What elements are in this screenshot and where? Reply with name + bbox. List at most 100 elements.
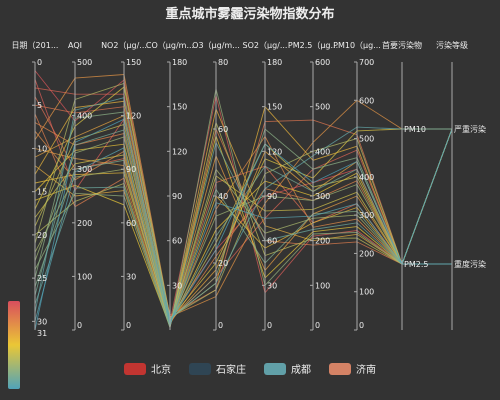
data-line-4 bbox=[34, 96, 452, 327]
data-line-3 bbox=[34, 87, 453, 322]
axis-label: AQI bbox=[68, 41, 82, 50]
axis-tick-label: 300 bbox=[359, 211, 374, 220]
axis-category-label: 严重污染 bbox=[454, 124, 486, 134]
axis-tick-label: 30 bbox=[126, 272, 136, 281]
data-line-12 bbox=[34, 107, 452, 330]
axis-tick-label: 700 bbox=[359, 58, 374, 67]
data-line-25 bbox=[34, 111, 453, 321]
axis-9: 首要污染物 PM2.5 PM10 bbox=[382, 40, 428, 330]
axis-tick-label: 0 bbox=[267, 321, 272, 330]
axis-tick-label: 180 bbox=[267, 58, 282, 67]
legend-label: 成都 bbox=[291, 365, 311, 376]
axis-label: PM10（μg... bbox=[333, 41, 381, 50]
legend-swatch bbox=[329, 362, 351, 375]
axis-tick-label: 400 bbox=[359, 173, 374, 182]
axis-tick-label: 150 bbox=[267, 103, 282, 112]
axis-8: PM10（μg... 0 100 200 300 400 500 600 700 bbox=[333, 41, 381, 331]
axis-tick-label: 120 bbox=[172, 147, 187, 156]
axis-category-label: 重度污染 bbox=[454, 259, 486, 269]
legend-swatch bbox=[264, 362, 286, 375]
axis-tick-label: 100 bbox=[315, 281, 330, 290]
axis-tick-label: 0 bbox=[218, 321, 223, 330]
axis-6: SO2（μg/... 0 30 60 90 120 150 180 bbox=[243, 41, 288, 331]
axis-tick-label: 120 bbox=[126, 112, 141, 121]
axis-tick-label: 600 bbox=[359, 96, 374, 105]
data-line-5 bbox=[34, 104, 453, 316]
axis-tick-label: 60 bbox=[267, 237, 277, 246]
axis-tick-label: 0 bbox=[77, 321, 82, 330]
legend-item-2[interactable]: 石家庄 bbox=[189, 361, 246, 376]
axis-tick-label: 30 bbox=[37, 317, 47, 326]
axis-tick-label: 100 bbox=[77, 272, 92, 281]
axis-7: PM2.5（μg... 0 100 200 300 400 500 600 bbox=[288, 41, 338, 331]
axis-tick-label: 10 bbox=[37, 144, 47, 153]
data-line-29 bbox=[34, 97, 452, 320]
axis-tick-label: 500 bbox=[315, 103, 330, 112]
axis-tick-label: 90 bbox=[172, 192, 182, 201]
data-line-14 bbox=[34, 172, 452, 327]
axis-label: CO（μg/m... bbox=[146, 41, 194, 50]
data-line-9 bbox=[34, 74, 452, 318]
legend-label: 北京 bbox=[151, 365, 171, 376]
legend: 北京 石家庄 成都 济南 bbox=[0, 361, 500, 376]
data-line-24 bbox=[34, 88, 452, 330]
axis-tick-label: 90 bbox=[267, 192, 277, 201]
axis-tick-label: 20 bbox=[218, 259, 228, 268]
axis-tick-label: 600 bbox=[315, 58, 330, 67]
legend-item-3[interactable]: 成都 bbox=[264, 361, 311, 376]
legend-label: 济南 bbox=[356, 365, 376, 376]
axis-tick-label: 300 bbox=[77, 165, 92, 174]
axis-5: O3（μg/m... 0 20 40 60 80 bbox=[192, 41, 240, 331]
legend-swatch bbox=[124, 362, 146, 375]
axis-category-label: PM10 bbox=[404, 125, 426, 134]
axis-tick-label: 60 bbox=[218, 125, 228, 134]
axis-label: 污染等级 bbox=[436, 40, 468, 50]
axis-label: O3（μg/m... bbox=[192, 41, 240, 50]
data-line-23 bbox=[34, 128, 453, 326]
axis-tick-label: 200 bbox=[315, 237, 330, 246]
axis-end-label: 31 bbox=[37, 329, 47, 338]
data-line-26 bbox=[34, 159, 452, 327]
legend-item-4[interactable]: 济南 bbox=[329, 361, 376, 376]
axis-4: CO（μg/m... 30 60 90 120 150 180 bbox=[146, 41, 194, 330]
axis-tick-label: 30 bbox=[267, 281, 277, 290]
series-lines bbox=[34, 70, 453, 331]
axis-tick-label: 30 bbox=[172, 281, 182, 290]
axis-tick-label: 80 bbox=[218, 58, 228, 67]
axis-label: 日期（201... bbox=[12, 41, 59, 50]
axis-tick-label: 500 bbox=[359, 135, 374, 144]
axis-tick-label: 15 bbox=[37, 188, 47, 197]
axis-1: 日期（201... 0 5 10 15 20 25 30 31 bbox=[12, 41, 59, 338]
axis-tick-label: 100 bbox=[359, 288, 374, 297]
axis-tick-label: 150 bbox=[126, 58, 141, 67]
axis-category-label: PM2.5 bbox=[404, 260, 428, 269]
axis-tick-label: 40 bbox=[218, 192, 228, 201]
axis-label: SO2（μg/... bbox=[243, 41, 288, 50]
axis-label: 首要污染物 bbox=[382, 40, 422, 50]
axis-3: NO2（μg/... 0 30 60 90 120 150 bbox=[101, 41, 147, 331]
data-line-27 bbox=[34, 128, 453, 324]
data-line-10 bbox=[34, 148, 452, 328]
axis-tick-label: 500 bbox=[77, 58, 92, 67]
legend-item-1[interactable]: 北京 bbox=[124, 361, 171, 376]
axis-tick-label: 400 bbox=[77, 112, 92, 121]
data-line-15 bbox=[34, 128, 453, 326]
data-line-31 bbox=[34, 118, 453, 331]
axis-tick-label: 5 bbox=[37, 101, 42, 110]
axis-tick-label: 60 bbox=[126, 219, 136, 228]
data-line-13 bbox=[34, 100, 453, 320]
data-line-7 bbox=[34, 122, 453, 325]
axis-tick-label: 0 bbox=[315, 321, 320, 330]
axis-tick-label: 0 bbox=[37, 58, 42, 67]
axis-label: PM2.5（μg... bbox=[288, 41, 338, 50]
visual-map-bar[interactable] bbox=[8, 301, 20, 389]
axis-tick-label: 90 bbox=[126, 165, 136, 174]
axis-tick-label: 300 bbox=[315, 192, 330, 201]
axis-tick-label: 180 bbox=[172, 58, 187, 67]
legend-swatch bbox=[189, 362, 211, 375]
axis-tick-label: 20 bbox=[37, 231, 47, 240]
axis-tick-label: 0 bbox=[126, 321, 131, 330]
axis-label: NO2（μg/... bbox=[101, 41, 147, 50]
data-line-20 bbox=[34, 120, 452, 328]
